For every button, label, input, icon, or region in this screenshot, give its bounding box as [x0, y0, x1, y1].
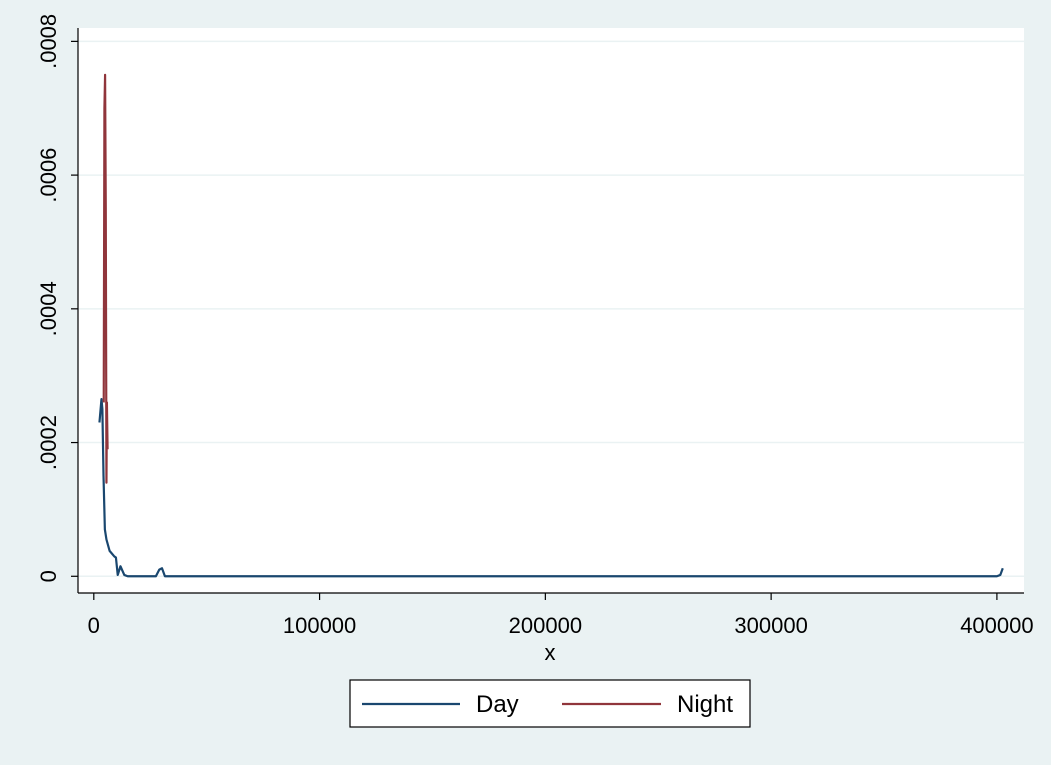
y-tick-label: .0006 — [36, 148, 61, 203]
x-axis-title: x — [545, 640, 556, 665]
y-tick-label: .0004 — [36, 281, 61, 336]
series-line-night — [102, 73, 109, 484]
x-tick-label: 100000 — [283, 613, 356, 638]
legend: Day Night — [349, 679, 751, 728]
y-tick-label: .0002 — [36, 415, 61, 470]
x-tick-label: 400000 — [960, 613, 1033, 638]
y-tick-label: .0008 — [36, 14, 61, 69]
legend-label-day: Day — [476, 691, 519, 718]
x-tick-label: 300000 — [734, 613, 807, 638]
legend-label-night: Night — [677, 691, 733, 718]
x-tick-label: 200000 — [509, 613, 582, 638]
series-line-day — [98, 397, 1004, 578]
plot-area — [78, 28, 1024, 593]
y-tick-label: 0 — [36, 570, 61, 582]
x-tick-label: 0 — [88, 613, 100, 638]
